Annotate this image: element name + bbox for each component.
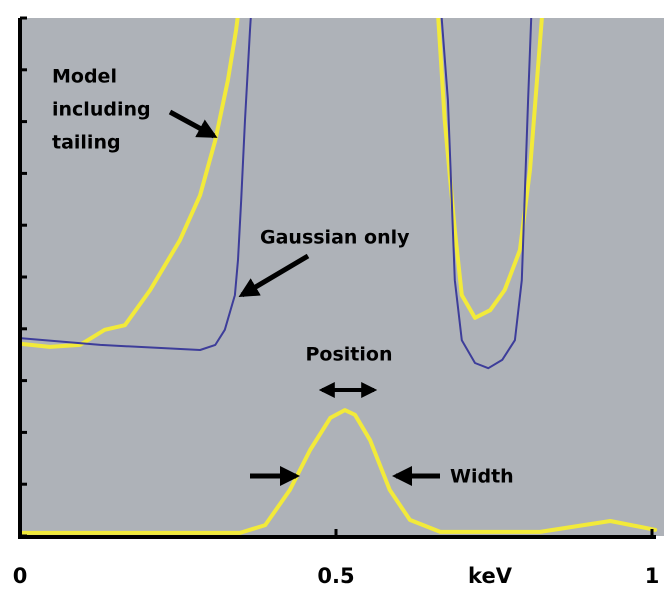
x-tick-label: 1 <box>645 564 660 588</box>
series-line <box>440 18 533 370</box>
arrow <box>238 253 310 298</box>
annotation: Gaussian only <box>260 227 410 249</box>
annotation: including <box>52 99 151 121</box>
annotation: tailing <box>52 132 121 154</box>
series-line <box>20 18 252 351</box>
annotation: Width <box>450 466 514 488</box>
series-line <box>20 408 658 535</box>
x-tick-label: 0.5 <box>317 564 354 588</box>
x-axis-label: keV <box>468 564 513 588</box>
plot-background <box>20 18 664 536</box>
annotation: Model <box>52 66 117 88</box>
annotation: Position <box>306 344 393 366</box>
series-line <box>20 18 240 349</box>
arrow <box>168 109 218 139</box>
x-tick-label: 0 <box>13 564 28 588</box>
curves <box>20 18 658 535</box>
